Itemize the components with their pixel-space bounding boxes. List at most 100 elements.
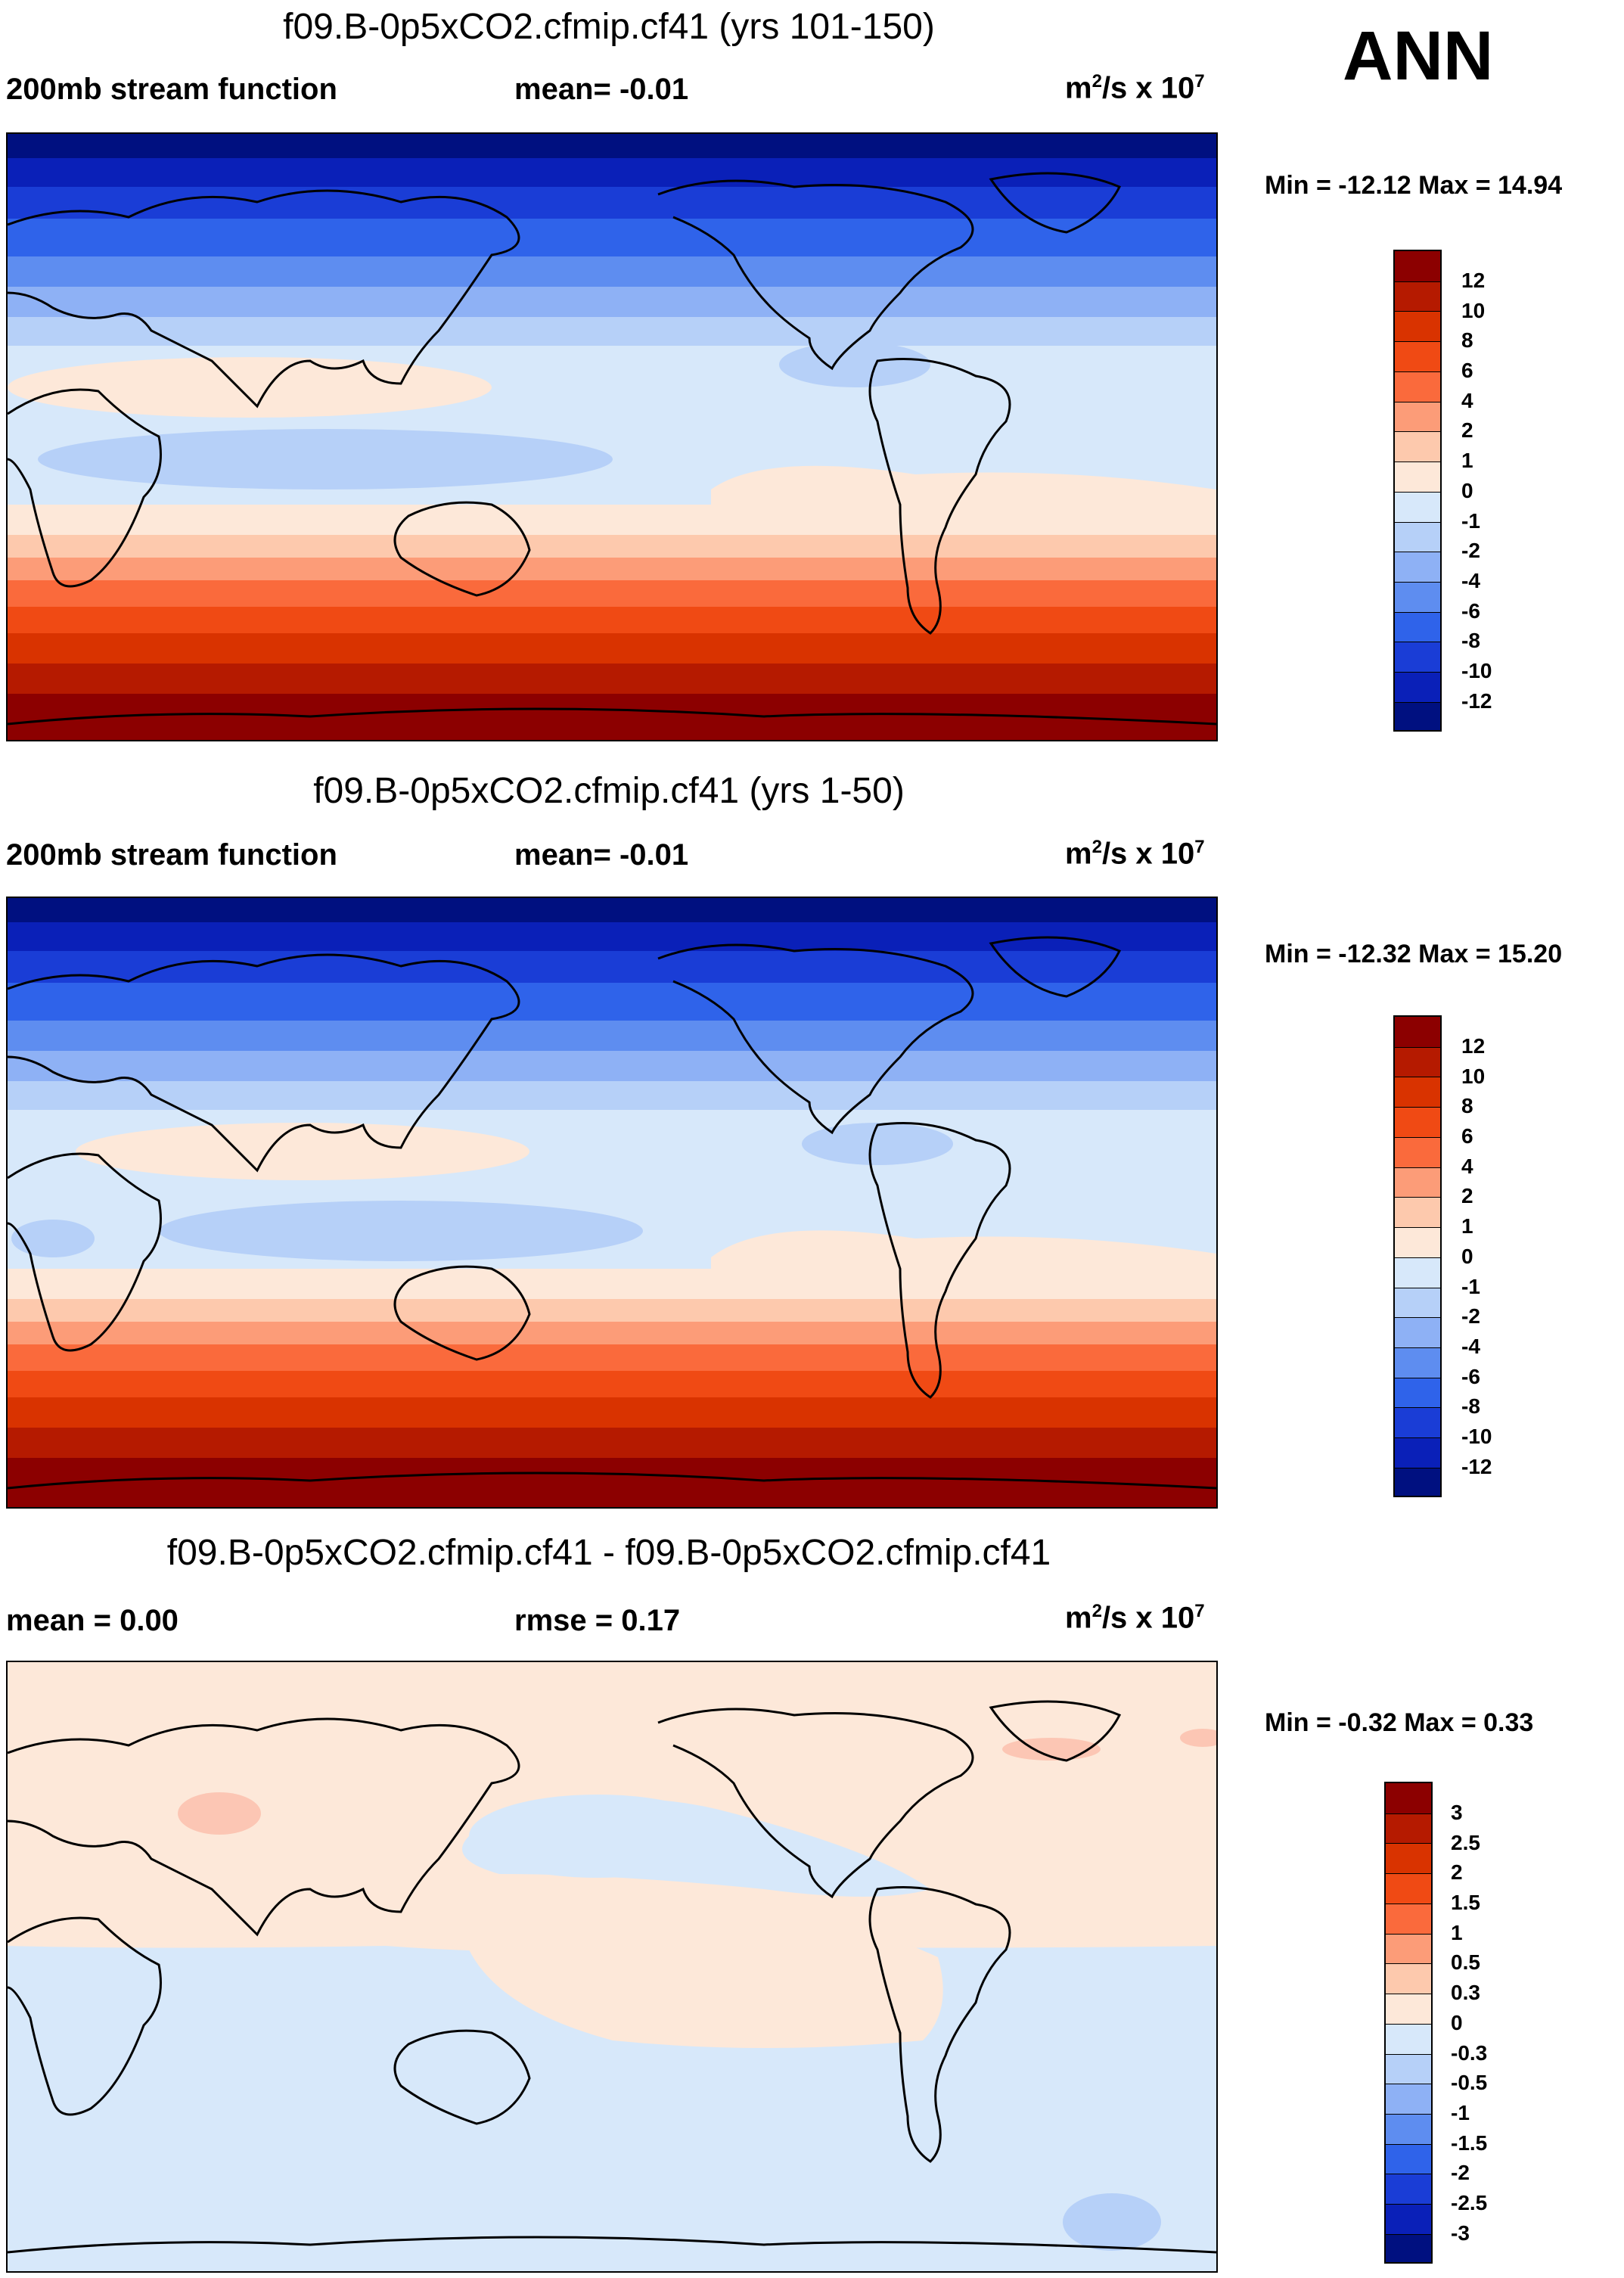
anomaly xyxy=(1063,2193,1161,2251)
coastline-antarctica xyxy=(8,707,1216,726)
colorbar-tick-label: -2.5 xyxy=(1451,2191,1488,2214)
anomaly xyxy=(159,1201,643,1261)
colorbar-tick-label: 2 xyxy=(1461,418,1473,442)
colorbar-tick-label: -2 xyxy=(1461,1304,1480,1328)
colorbar-tick-label: -1.5 xyxy=(1451,2131,1488,2155)
anomaly xyxy=(1180,1729,1216,1747)
band xyxy=(8,983,1216,1021)
panel2-colorbar xyxy=(1393,1015,1442,1497)
coastline-antarctica xyxy=(8,1472,1216,1490)
coastline-north-america xyxy=(657,1708,974,1899)
band xyxy=(8,1322,1216,1344)
coastline-north-america xyxy=(657,179,974,371)
colorbar-tick-label: -0.3 xyxy=(1451,2041,1488,2065)
colorbar-tick-label: -8 xyxy=(1461,1394,1480,1418)
colorbar-tick-label: 12 xyxy=(1461,1034,1486,1058)
panel1-min-max: Min = -12.12 Max = 14.94 xyxy=(1265,171,1563,200)
coastline-europe-asia xyxy=(8,189,520,409)
colorbar-tick-label: 8 xyxy=(1461,1094,1473,1117)
colorbar-tick-label: 0.3 xyxy=(1451,1981,1480,2004)
colorbar-tick-label: -12 xyxy=(1461,1455,1492,1478)
colorbar-tick-label: 3 xyxy=(1451,1801,1463,1824)
band xyxy=(8,898,1216,922)
coastline-africa xyxy=(8,1152,162,1352)
panel3-colorbar xyxy=(1384,1782,1433,2264)
band xyxy=(8,1021,1216,1051)
panel2-map xyxy=(6,897,1218,1509)
anomaly xyxy=(11,1220,95,1257)
coastline-europe-asia xyxy=(8,953,520,1173)
anomaly xyxy=(38,429,613,489)
colorbar-tick-label: 6 xyxy=(1461,359,1473,382)
colorbar-tick-label: -4 xyxy=(1461,1335,1480,1358)
anomaly xyxy=(76,1123,529,1180)
colorbar-tick-label: 4 xyxy=(1461,389,1473,412)
colorbar-tick-label: -6 xyxy=(1461,599,1480,623)
colorbar-tick-label: -8 xyxy=(1461,629,1480,652)
band xyxy=(8,219,1216,256)
colorbar-tick-label: -4 xyxy=(1461,569,1480,592)
band xyxy=(8,580,1216,607)
colorbar-tick-label: -12 xyxy=(1461,689,1492,713)
colorbar-tick-label: 2 xyxy=(1461,1184,1473,1207)
coastline-greenland xyxy=(989,936,1122,998)
coastline-africa xyxy=(8,388,162,588)
colorbar-tick-label: -1 xyxy=(1461,1275,1480,1298)
colorbar-tick-label: 8 xyxy=(1461,328,1473,352)
band xyxy=(8,535,1216,558)
panel2-min-max: Min = -12.32 Max = 15.20 xyxy=(1265,940,1563,968)
colorbar-tick-label: 10 xyxy=(1461,299,1486,322)
colorbar-tick-label: 0.5 xyxy=(1451,1950,1480,1974)
band xyxy=(8,256,1216,287)
anomaly xyxy=(178,1792,261,1835)
colorbar-tick-label: -10 xyxy=(1461,1425,1492,1448)
band xyxy=(8,1371,1216,1397)
colorbar-tick-label: -2 xyxy=(1461,539,1480,562)
colorbar-tick-label: 6 xyxy=(1461,1124,1473,1148)
panel2-mean-label: mean= -0.01 xyxy=(514,838,689,872)
panel2-units-label: m2/s x 107 xyxy=(1065,837,1205,871)
colorbar-tick-label: 2.5 xyxy=(1451,1831,1480,1854)
colorbar-tick-label: -1 xyxy=(1461,509,1480,533)
band xyxy=(8,922,1216,951)
coastline-australia xyxy=(393,2029,531,2125)
band xyxy=(8,633,1216,664)
colorbar-tick-label: 1.5 xyxy=(1451,1891,1480,1914)
coastline-europe-asia xyxy=(8,1717,520,1937)
coastline-greenland xyxy=(989,1700,1122,1762)
anomaly xyxy=(462,1798,930,1897)
colorbar-tick-label: -1 xyxy=(1451,2101,1470,2124)
colorbar-tick-label: 1 xyxy=(1451,1921,1463,1944)
panel2-field xyxy=(8,898,1216,1507)
band xyxy=(8,1458,1216,1507)
panel2-coastlines xyxy=(8,936,1216,1490)
coastline-south-america xyxy=(868,1122,1011,1399)
band xyxy=(8,607,1216,633)
panel1-coastlines xyxy=(8,172,1216,726)
coastline-north-america xyxy=(657,943,974,1135)
panel1-variable-label: 200mb stream function xyxy=(6,73,337,106)
band xyxy=(8,558,1216,580)
colorbar-tick-label: 1 xyxy=(1461,1214,1473,1238)
coastline-australia xyxy=(393,501,531,597)
panel1-map xyxy=(6,132,1218,741)
colorbar-tick-label: -0.5 xyxy=(1451,2071,1488,2094)
anomaly xyxy=(711,465,1216,527)
band xyxy=(8,1428,1216,1458)
band xyxy=(8,951,1216,983)
coastline-africa xyxy=(8,1916,162,2116)
band xyxy=(8,1397,1216,1428)
colorbar-tick-label: 0 xyxy=(1461,1245,1473,1268)
panel1-field xyxy=(8,134,1216,740)
band xyxy=(8,287,1216,317)
colorbar-tick-label: -2 xyxy=(1451,2161,1470,2184)
anomaly xyxy=(802,1123,953,1165)
colorbar-tick-label: 1 xyxy=(1461,449,1473,472)
colorbar-tick-label: -3 xyxy=(1451,2221,1470,2245)
anomaly xyxy=(779,342,930,387)
colorbar-tick-label: 2 xyxy=(1451,1860,1463,1884)
band xyxy=(8,158,1216,187)
panel3-map xyxy=(6,1661,1218,2273)
panel3-rmse-label: rmse = 0.17 xyxy=(514,1604,681,1637)
coastline-antarctica xyxy=(8,2236,1216,2254)
